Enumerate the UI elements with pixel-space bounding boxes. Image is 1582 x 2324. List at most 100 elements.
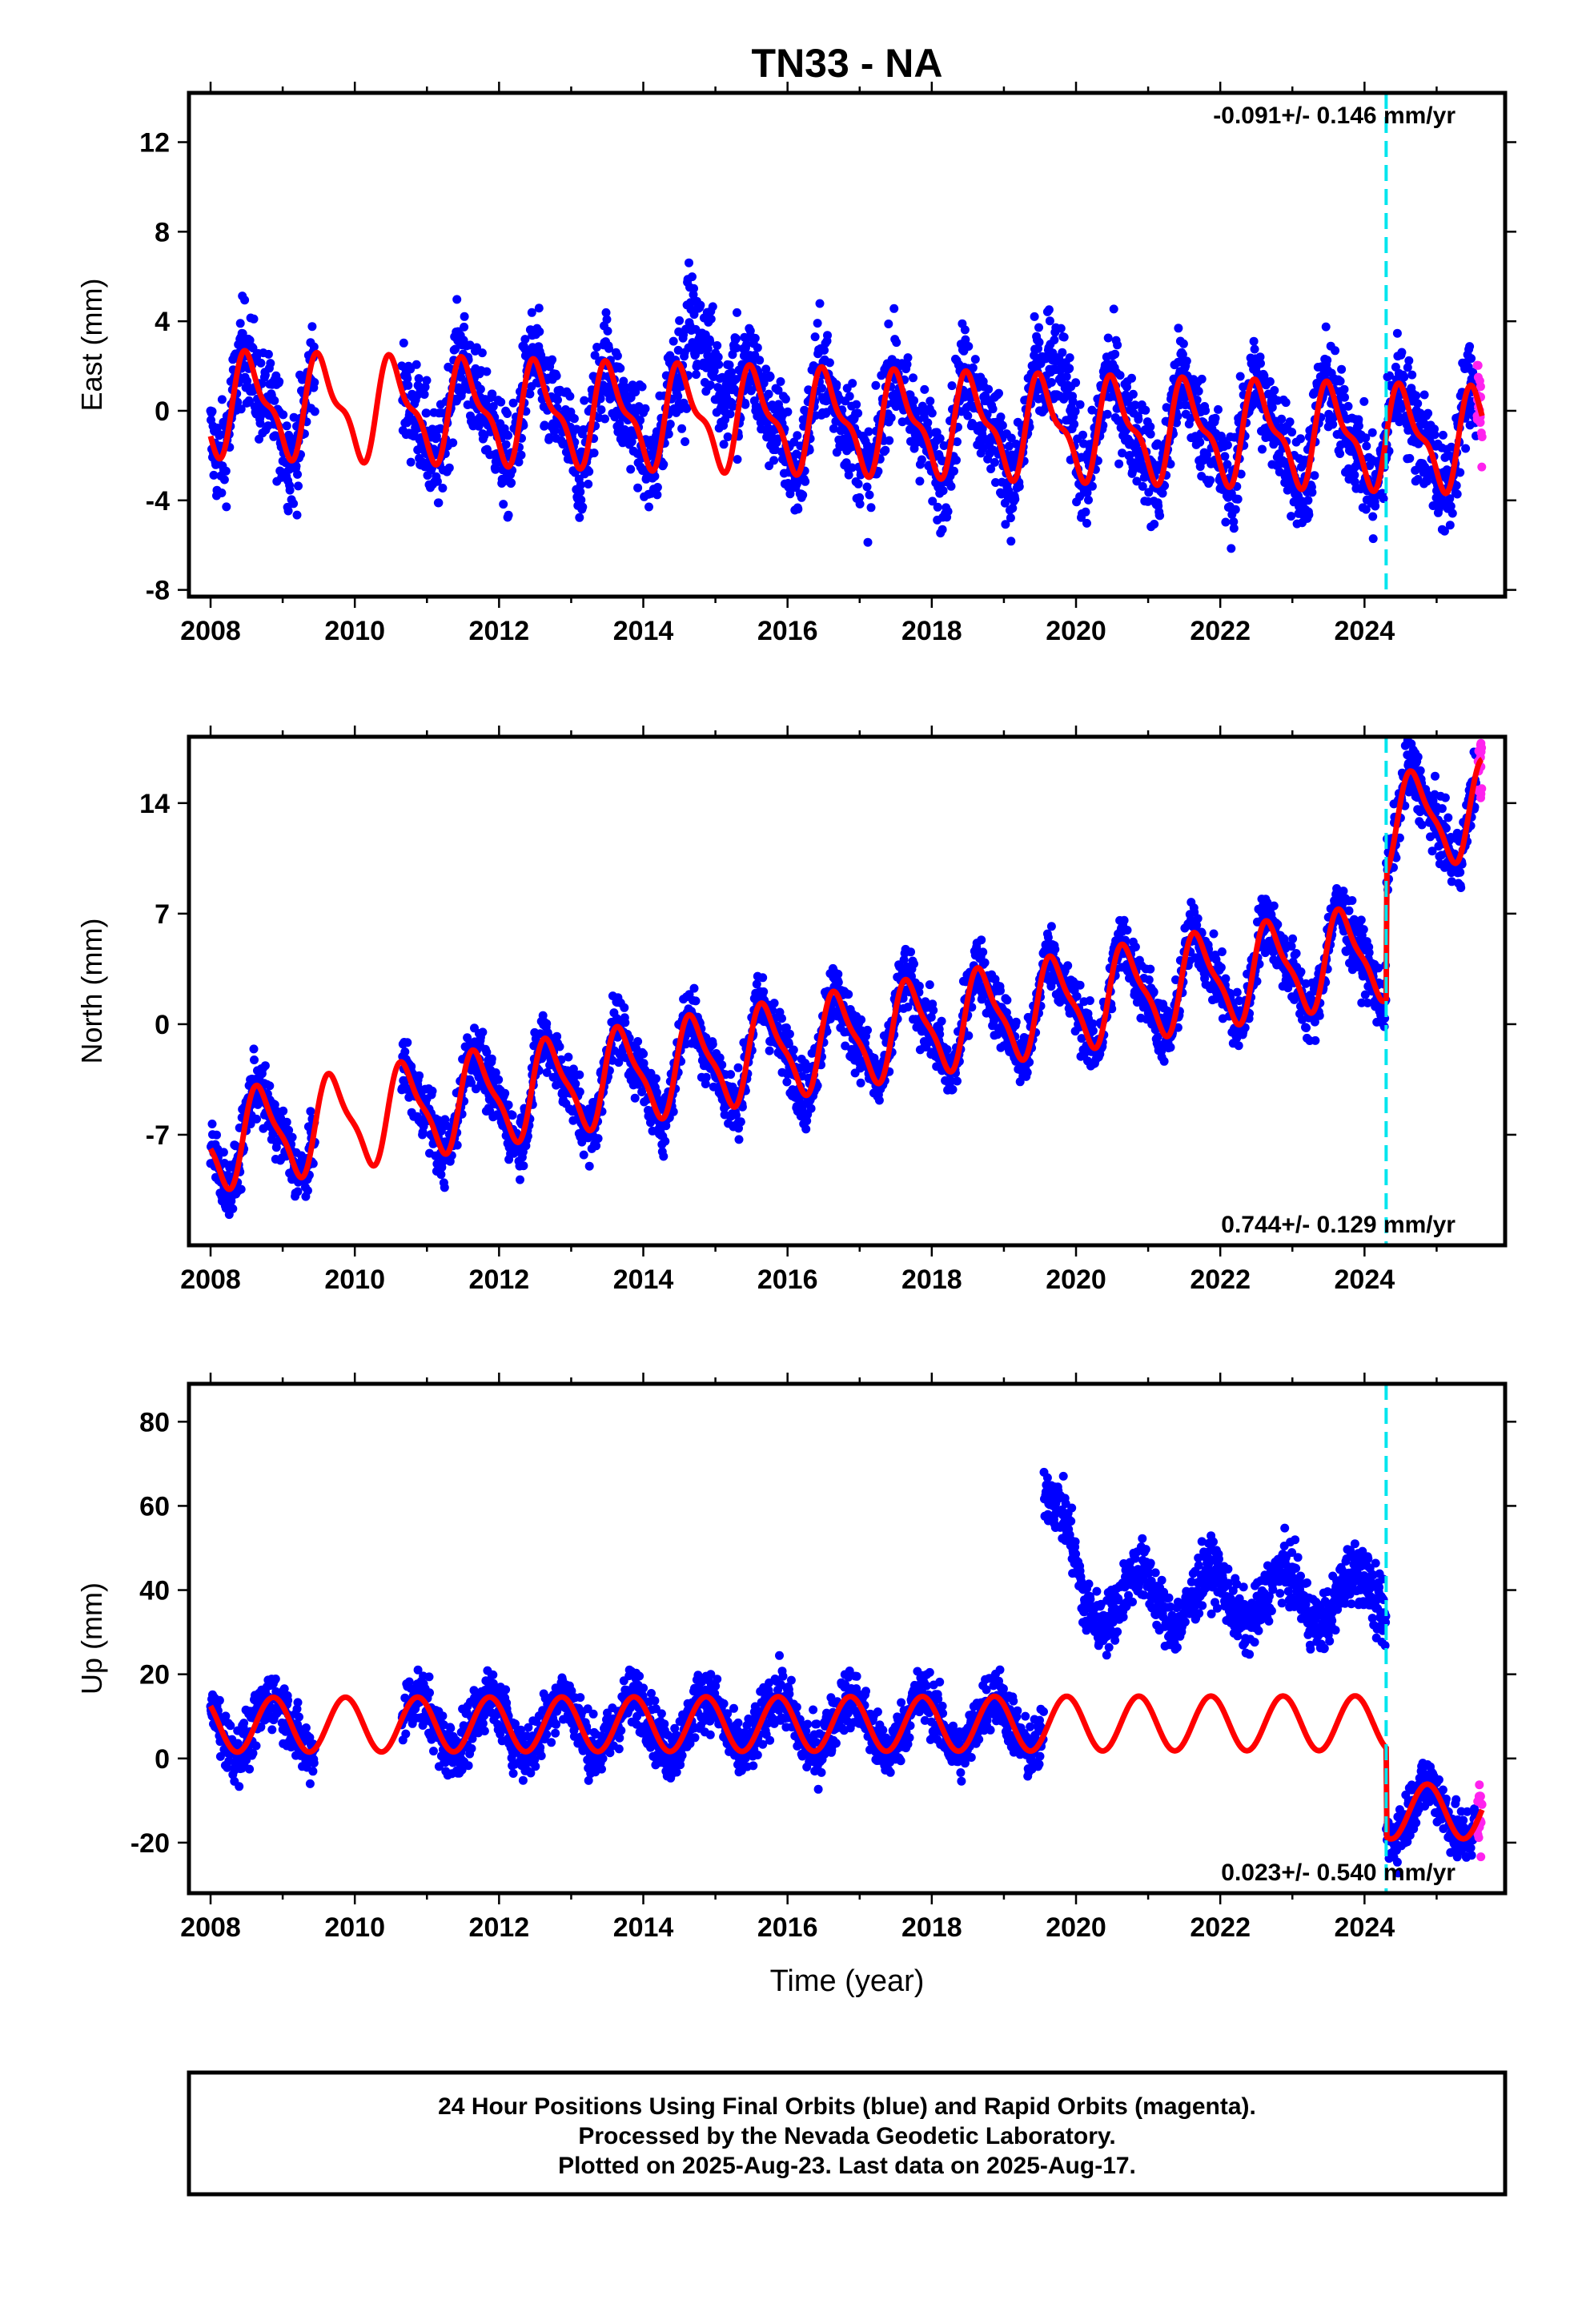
- north-data-point: [856, 1078, 865, 1088]
- east-data-point: [713, 352, 723, 362]
- east-data-point: [885, 436, 894, 445]
- east-data-point: [1141, 405, 1150, 415]
- east-data-point: [221, 466, 231, 476]
- east-data-point: [520, 335, 530, 344]
- east-data-point: [1008, 504, 1018, 513]
- east-data-point: [504, 431, 513, 440]
- x-tick-label: 2014: [613, 616, 674, 646]
- east-data-point: [1068, 396, 1078, 406]
- north-data-point: [584, 1161, 594, 1171]
- north-data-point: [906, 947, 915, 957]
- north-data-point: [909, 959, 918, 969]
- east-rapid-orbit-points: [1472, 360, 1487, 472]
- north-data-point: [519, 1161, 528, 1171]
- north-data-point: [980, 958, 990, 967]
- east-data-point: [994, 388, 1003, 398]
- east-data-point: [781, 394, 790, 404]
- north-data-point: [440, 1183, 449, 1192]
- east-data-point: [535, 327, 544, 336]
- north-data-point: [929, 1006, 938, 1015]
- north-data-point: [701, 1072, 711, 1082]
- north-data-point: [428, 1086, 437, 1096]
- east-data-point: [256, 358, 266, 368]
- east-data-point: [271, 431, 280, 440]
- north-data-point: [252, 1114, 261, 1124]
- east-data-point: [504, 510, 513, 520]
- east-data-point: [403, 374, 412, 384]
- east-data-point: [753, 343, 762, 352]
- y-tick-label: 4: [155, 307, 170, 337]
- east-data-point: [310, 378, 319, 387]
- north-data-point: [863, 1025, 872, 1035]
- east-data-point: [1046, 378, 1056, 387]
- north-data-point: [659, 1152, 669, 1161]
- east-data-point: [1162, 403, 1171, 412]
- east-data-point: [990, 457, 999, 467]
- east-data-point: [1445, 521, 1455, 530]
- east-data-point: [706, 314, 716, 324]
- east-data-point: [309, 342, 319, 352]
- east-data-point: [815, 299, 825, 308]
- east-data-point: [1371, 501, 1380, 511]
- north-data-point: [403, 1038, 412, 1047]
- east-data-point: [650, 472, 660, 481]
- east-data-point: [612, 351, 622, 360]
- east-data-point: [1114, 459, 1124, 468]
- east-final-orbit-points: [206, 258, 1480, 553]
- east-data-point: [1323, 356, 1332, 365]
- east-data-point: [432, 432, 441, 441]
- east-data-point: [270, 396, 279, 405]
- north-data-point: [250, 1055, 259, 1064]
- east-data-point: [652, 483, 662, 492]
- east-data-point: [725, 360, 734, 370]
- east-data-point: [1030, 312, 1039, 321]
- east-data-point: [1307, 488, 1317, 497]
- east-data-point: [1287, 428, 1297, 437]
- north-data-point: [236, 1184, 246, 1194]
- north-data-point: [306, 1107, 315, 1116]
- east-data-point: [476, 384, 485, 394]
- east-data-point: [1001, 520, 1010, 529]
- east-data-point: [1127, 373, 1136, 383]
- east-data-point: [1070, 420, 1079, 429]
- east-data-point: [1158, 489, 1167, 498]
- east-data-point: [1056, 324, 1066, 333]
- east-data-point: [576, 495, 586, 505]
- east-data-point: [1178, 339, 1188, 348]
- east-data-point: [1138, 481, 1147, 491]
- east-data-point: [665, 420, 675, 429]
- east-rapid-point: [1477, 432, 1487, 441]
- y-tick-label: -4: [146, 486, 170, 517]
- east-data-point: [1296, 434, 1305, 444]
- east-data-point: [575, 513, 584, 522]
- east-data-point: [1368, 534, 1378, 544]
- east-data-point: [1361, 505, 1371, 514]
- east-data-point: [1075, 400, 1085, 409]
- east-data-point: [1385, 371, 1394, 380]
- north-data-point: [789, 1045, 798, 1055]
- east-y-axis-label: East (mm): [75, 279, 108, 412]
- north-data-point: [270, 1100, 279, 1109]
- east-data-point: [733, 308, 741, 317]
- north-data-point: [953, 1076, 962, 1086]
- east-data-point: [821, 396, 831, 406]
- east-data-point: [1044, 305, 1054, 315]
- east-data-point: [1006, 513, 1015, 523]
- east-data-point: [1403, 363, 1412, 372]
- east-data-point: [1150, 520, 1159, 529]
- east-data-point: [705, 337, 715, 347]
- east-data-point: [783, 407, 793, 416]
- east-data-point: [399, 338, 408, 348]
- north-data-point: [579, 1150, 588, 1160]
- east-data-point: [1201, 406, 1211, 416]
- east-data-point: [1265, 377, 1275, 386]
- east-data-point: [1233, 494, 1243, 504]
- east-data-point: [1174, 324, 1183, 333]
- north-data-point: [620, 1003, 629, 1012]
- east-data-point: [488, 389, 497, 399]
- north-data-point: [914, 981, 924, 991]
- east-data-point: [817, 384, 826, 393]
- x-tick-label: 2012: [469, 616, 530, 646]
- east-data-point: [1132, 476, 1142, 486]
